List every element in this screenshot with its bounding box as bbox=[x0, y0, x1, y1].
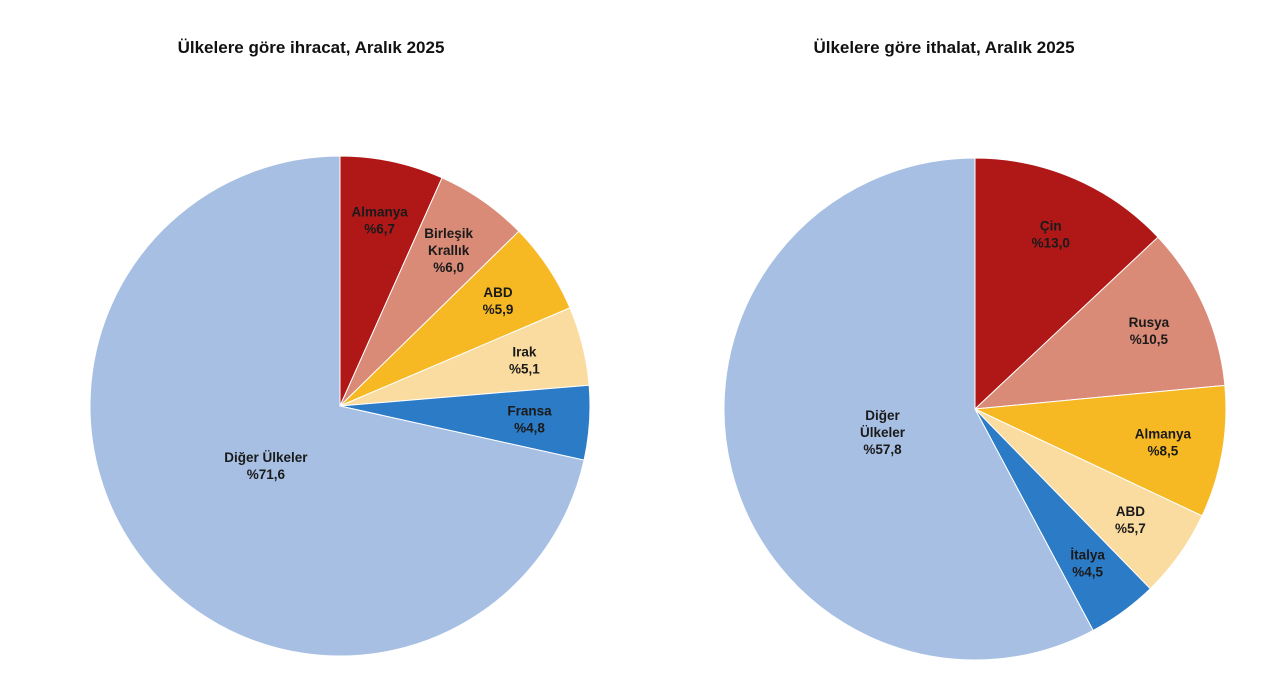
export-slice-label-1: Birleşik Krallık %6,0 bbox=[424, 226, 473, 275]
slice-name: ABD bbox=[1116, 504, 1145, 519]
slice-name: Almanya bbox=[352, 205, 409, 220]
import-slice-label-1: Rusya %10,5 bbox=[1129, 315, 1170, 347]
slice-name: İtalya bbox=[1070, 547, 1105, 562]
slice-name: Almanya bbox=[1135, 426, 1192, 441]
slice-name: Diğer bbox=[865, 408, 900, 423]
slice-value: %10,5 bbox=[1130, 332, 1169, 347]
slice-name: Ülkeler bbox=[860, 425, 906, 440]
slice-value: %5,9 bbox=[483, 302, 514, 317]
import-slice-1 bbox=[973, 236, 1226, 410]
slice-name: ABD bbox=[483, 285, 512, 300]
slice-value: %71,6 bbox=[247, 467, 286, 482]
slice-name: Çin bbox=[1040, 218, 1062, 233]
slice-value: %13,0 bbox=[1032, 235, 1070, 250]
import-slice-label-0: Çin %13,0 bbox=[1032, 218, 1070, 250]
slice-value: %57,8 bbox=[863, 442, 902, 457]
slice-name: Krallık bbox=[428, 243, 470, 258]
export-slice-label-4: Fransa %4,8 bbox=[507, 403, 552, 435]
import-slice-label-2: Almanya %8,5 bbox=[1135, 426, 1192, 458]
slice-name: Rusya bbox=[1129, 315, 1170, 330]
export-slice-label-2: ABD %5,9 bbox=[483, 285, 514, 317]
export-slice-label-5: Diğer Ülkeler %71,6 bbox=[224, 450, 308, 482]
export-slice-5 bbox=[89, 155, 585, 657]
import-slice-5 bbox=[723, 157, 1094, 661]
slice-name: Birleşik bbox=[424, 226, 473, 241]
slice-value: %4,8 bbox=[514, 420, 545, 435]
slice-value: %4,5 bbox=[1072, 564, 1103, 579]
import-slice-2 bbox=[973, 384, 1227, 517]
slice-value: %6,0 bbox=[433, 260, 464, 275]
import-slice-0 bbox=[974, 157, 1159, 411]
import-slice-label-3: ABD %5,7 bbox=[1115, 504, 1146, 536]
slice-name: Irak bbox=[512, 345, 537, 360]
slice-value: %8,5 bbox=[1148, 443, 1179, 458]
slice-value: %5,1 bbox=[509, 362, 540, 377]
slice-name: Diğer Ülkeler bbox=[224, 450, 308, 465]
import-slice-label-5: Diğer Ülkeler %57,8 bbox=[860, 408, 906, 457]
slice-value: %5,7 bbox=[1115, 521, 1146, 536]
import-chart-title: Ülkelere göre ithalat, Aralık 2025 bbox=[813, 38, 1075, 57]
import-slice-label-4: İtalya %4,5 bbox=[1070, 547, 1105, 579]
slice-name: Fransa bbox=[507, 403, 552, 418]
slice-value: %6,7 bbox=[364, 222, 395, 237]
export-chart-title: Ülkelere göre ihracat, Aralık 2025 bbox=[177, 38, 445, 57]
export-slice-label-0: Almanya %6,7 bbox=[352, 205, 409, 237]
export-slice-label-3: Irak %5,1 bbox=[509, 345, 540, 377]
